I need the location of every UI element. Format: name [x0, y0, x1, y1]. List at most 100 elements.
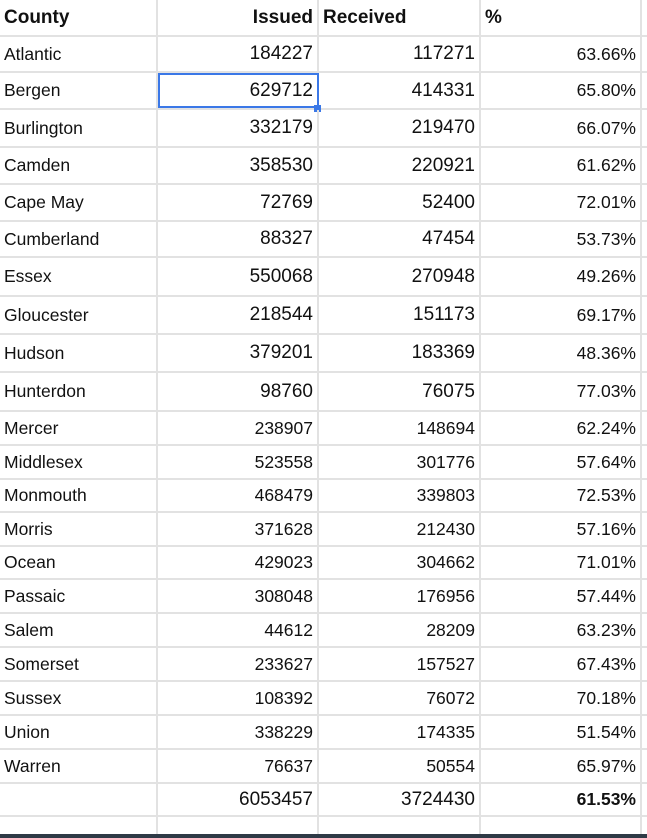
total-county-cell[interactable]	[0, 784, 158, 815]
issued-cell[interactable]: 218544	[158, 297, 319, 333]
extra-column-cell[interactable]	[642, 110, 647, 146]
header-cell-issued[interactable]: Issued	[158, 0, 319, 35]
total-received-cell[interactable]: 3724430	[319, 784, 481, 815]
issued-cell[interactable]: 76637	[158, 750, 319, 782]
extra-column-cell[interactable]	[642, 480, 647, 511]
issued-cell[interactable]: 379201	[158, 335, 319, 371]
county-cell[interactable]: Essex	[0, 258, 158, 295]
county-cell[interactable]: Monmouth	[0, 480, 158, 511]
issued-cell[interactable]: 429023	[158, 547, 319, 578]
county-cell[interactable]: Cape May	[0, 185, 158, 220]
percent-cell[interactable]: 72.01%	[481, 185, 642, 220]
county-cell[interactable]: Mercer	[0, 412, 158, 444]
percent-cell[interactable]: 66.07%	[481, 110, 642, 146]
percent-cell[interactable]: 72.53%	[481, 480, 642, 511]
extra-column-cell[interactable]	[642, 682, 647, 714]
received-cell[interactable]: 220921	[319, 148, 481, 183]
percent-cell[interactable]: 53.73%	[481, 222, 642, 256]
empty-cell[interactable]	[158, 817, 319, 835]
received-cell[interactable]: 52400	[319, 185, 481, 220]
county-cell[interactable]: Ocean	[0, 547, 158, 578]
extra-column-cell[interactable]	[642, 73, 647, 108]
received-cell[interactable]: 219470	[319, 110, 481, 146]
issued-cell[interactable]: 371628	[158, 513, 319, 545]
received-cell[interactable]: 76072	[319, 682, 481, 714]
issued-cell[interactable]: 629712	[158, 73, 321, 112]
percent-cell[interactable]: 67.43%	[481, 648, 642, 680]
issued-cell[interactable]: 550068	[158, 258, 319, 295]
received-cell[interactable]: 117271	[319, 37, 481, 71]
county-cell[interactable]: Sussex	[0, 682, 158, 714]
percent-cell[interactable]: 70.18%	[481, 682, 642, 714]
issued-cell[interactable]: 108392	[158, 682, 319, 714]
county-cell[interactable]: Camden	[0, 148, 158, 183]
received-cell[interactable]: 157527	[319, 648, 481, 680]
percent-cell[interactable]: 71.01%	[481, 547, 642, 578]
percent-cell[interactable]: 57.64%	[481, 446, 642, 478]
extra-column-cell[interactable]	[642, 0, 647, 35]
issued-cell[interactable]: 233627	[158, 648, 319, 680]
percent-cell[interactable]: 61.62%	[481, 148, 642, 183]
received-cell[interactable]: 414331	[319, 73, 481, 108]
percent-cell[interactable]: 65.97%	[481, 750, 642, 782]
extra-column-cell[interactable]	[642, 580, 647, 612]
extra-column-cell[interactable]	[642, 222, 647, 256]
received-cell[interactable]: 47454	[319, 222, 481, 256]
received-cell[interactable]: 183369	[319, 335, 481, 371]
total-percent-cell[interactable]: 61.53%	[481, 784, 642, 815]
county-cell[interactable]: Cumberland	[0, 222, 158, 256]
county-cell[interactable]: Salem	[0, 614, 158, 646]
issued-cell[interactable]: 238907	[158, 412, 319, 444]
header-cell-county[interactable]: County	[0, 0, 158, 35]
received-cell[interactable]: 151173	[319, 297, 481, 333]
percent-cell[interactable]: 77.03%	[481, 373, 642, 410]
extra-column-cell[interactable]	[642, 648, 647, 680]
county-cell[interactable]: Gloucester	[0, 297, 158, 333]
percent-cell[interactable]: 57.16%	[481, 513, 642, 545]
received-cell[interactable]: 148694	[319, 412, 481, 444]
extra-column-cell[interactable]	[642, 614, 647, 646]
percent-cell[interactable]: 51.54%	[481, 716, 642, 748]
issued-cell[interactable]: 523558	[158, 446, 319, 478]
issued-cell[interactable]: 338229	[158, 716, 319, 748]
issued-cell[interactable]: 332179	[158, 110, 319, 146]
received-cell[interactable]: 270948	[319, 258, 481, 295]
empty-cell[interactable]	[481, 817, 642, 835]
received-cell[interactable]: 174335	[319, 716, 481, 748]
extra-column-cell[interactable]	[642, 297, 647, 333]
issued-cell[interactable]: 358530	[158, 148, 319, 183]
county-cell[interactable]: Union	[0, 716, 158, 748]
empty-cell[interactable]	[319, 817, 481, 835]
extra-column-cell[interactable]	[642, 373, 647, 410]
percent-cell[interactable]: 69.17%	[481, 297, 642, 333]
extra-column-cell[interactable]	[642, 148, 647, 183]
issued-cell[interactable]: 308048	[158, 580, 319, 612]
extra-column-cell[interactable]	[642, 784, 647, 815]
received-cell[interactable]: 212430	[319, 513, 481, 545]
issued-cell[interactable]: 468479	[158, 480, 319, 511]
extra-column-cell[interactable]	[642, 185, 647, 220]
percent-cell[interactable]: 49.26%	[481, 258, 642, 295]
percent-cell[interactable]: 63.23%	[481, 614, 642, 646]
extra-column-cell[interactable]	[642, 547, 647, 578]
received-cell[interactable]: 301776	[319, 446, 481, 478]
header-cell-pct[interactable]: %	[481, 0, 642, 35]
issued-cell[interactable]: 184227	[158, 37, 319, 71]
extra-column-cell[interactable]	[642, 335, 647, 371]
extra-column-cell[interactable]	[642, 750, 647, 782]
extra-column-cell[interactable]	[642, 716, 647, 748]
received-cell[interactable]: 76075	[319, 373, 481, 410]
received-cell[interactable]: 339803	[319, 480, 481, 511]
issued-cell[interactable]: 98760	[158, 373, 319, 410]
empty-cell[interactable]	[0, 817, 158, 835]
county-cell[interactable]: Middlesex	[0, 446, 158, 478]
issued-cell[interactable]: 44612	[158, 614, 319, 646]
extra-column-cell[interactable]	[642, 37, 647, 71]
percent-cell[interactable]: 62.24%	[481, 412, 642, 444]
received-cell[interactable]: 304662	[319, 547, 481, 578]
county-cell[interactable]: Somerset	[0, 648, 158, 680]
county-cell[interactable]: Passaic	[0, 580, 158, 612]
received-cell[interactable]: 176956	[319, 580, 481, 612]
empty-cell[interactable]	[642, 817, 647, 835]
